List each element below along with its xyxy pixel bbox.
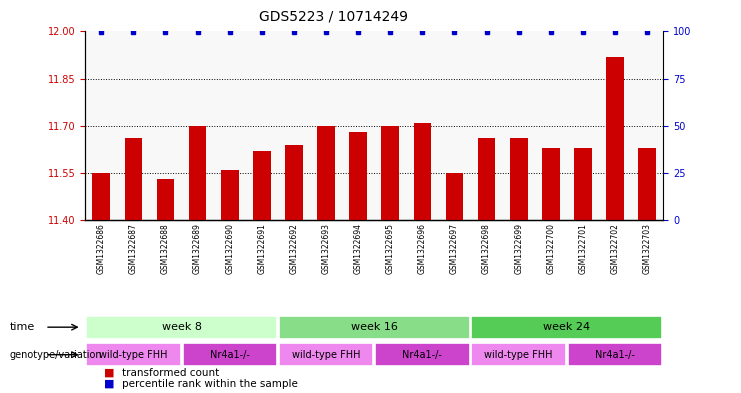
Bar: [535, 31, 567, 220]
Bar: [246, 31, 278, 220]
Text: Nr4a1-/-: Nr4a1-/-: [595, 350, 635, 360]
Bar: [599, 31, 631, 220]
Bar: [510, 138, 528, 220]
Text: week 24: week 24: [543, 322, 591, 332]
Bar: [182, 343, 277, 366]
Bar: [342, 31, 374, 220]
Bar: [85, 31, 117, 220]
Bar: [86, 343, 181, 366]
Bar: [124, 138, 142, 220]
Bar: [638, 148, 656, 220]
Text: GDS5223 / 10714249: GDS5223 / 10714249: [259, 10, 408, 24]
Bar: [568, 343, 662, 366]
Bar: [413, 123, 431, 220]
Text: genotype/variation: genotype/variation: [10, 350, 102, 360]
Text: week 16: week 16: [350, 322, 398, 332]
Bar: [542, 148, 559, 220]
Bar: [86, 316, 277, 339]
Bar: [574, 148, 592, 220]
Bar: [502, 31, 535, 220]
Bar: [471, 316, 662, 339]
Bar: [606, 57, 624, 220]
Text: ■: ■: [104, 368, 114, 378]
Text: wild-type FHH: wild-type FHH: [292, 350, 360, 360]
Text: time: time: [10, 322, 35, 332]
Bar: [213, 31, 246, 220]
Bar: [221, 170, 239, 220]
Bar: [253, 151, 270, 220]
Text: wild-type FHH: wild-type FHH: [99, 350, 167, 360]
Bar: [279, 343, 373, 366]
Bar: [471, 31, 502, 220]
Bar: [189, 126, 207, 220]
Bar: [631, 31, 663, 220]
Text: ■: ■: [104, 379, 114, 389]
Bar: [117, 31, 150, 220]
Bar: [150, 31, 182, 220]
Bar: [471, 343, 566, 366]
Bar: [478, 138, 496, 220]
Text: wild-type FHH: wild-type FHH: [485, 350, 553, 360]
Bar: [278, 31, 310, 220]
Bar: [406, 31, 439, 220]
Bar: [375, 343, 470, 366]
Bar: [439, 31, 471, 220]
Bar: [382, 126, 399, 220]
Text: percentile rank within the sample: percentile rank within the sample: [122, 379, 298, 389]
Bar: [310, 31, 342, 220]
Bar: [285, 145, 303, 220]
Bar: [279, 316, 470, 339]
Bar: [349, 132, 367, 220]
Bar: [93, 173, 110, 220]
Bar: [374, 31, 406, 220]
Text: Nr4a1-/-: Nr4a1-/-: [402, 350, 442, 360]
Text: Nr4a1-/-: Nr4a1-/-: [210, 350, 250, 360]
Text: week 8: week 8: [162, 322, 202, 332]
Bar: [182, 31, 213, 220]
Bar: [156, 179, 174, 220]
Bar: [567, 31, 599, 220]
Bar: [445, 173, 463, 220]
Text: transformed count: transformed count: [122, 368, 219, 378]
Bar: [317, 126, 335, 220]
